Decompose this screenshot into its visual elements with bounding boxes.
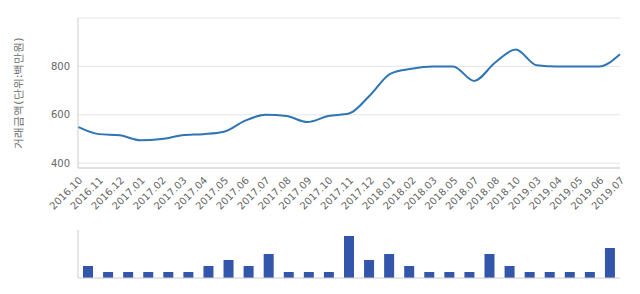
svg-text:2017.11: 2017.11 [318,174,356,212]
svg-text:800: 800 [51,61,70,72]
svg-text:2018.02: 2018.02 [380,174,418,212]
svg-text:2017.04: 2017.04 [172,174,210,212]
svg-text:2018.07: 2018.07 [443,174,481,212]
svg-text:2017.07: 2017.07 [235,174,273,212]
svg-text:400: 400 [51,158,70,169]
svg-text:2019.06: 2019.06 [568,174,606,212]
svg-text:2018.01: 2018.01 [360,174,398,212]
svg-text:2017.05: 2017.05 [193,174,231,212]
svg-text:거래금액(단위:백만원): 거래금액(단위:백만원) [12,37,25,148]
svg-text:2017.06: 2017.06 [214,174,252,212]
svg-text:2016.12: 2016.12 [89,174,127,212]
svg-text:600: 600 [51,109,70,120]
svg-text:2019.04: 2019.04 [526,174,564,212]
svg-text:2019.05: 2019.05 [547,174,585,212]
svg-text:2016.10: 2016.10 [47,174,85,212]
svg-text:2017.03: 2017.03 [151,174,189,212]
svg-text:2017.08: 2017.08 [255,174,293,212]
svg-text:2019.03: 2019.03 [506,174,544,212]
svg-text:2017.01: 2017.01 [109,174,147,212]
svg-text:2017.10: 2017.10 [297,174,335,212]
svg-text:2019.07: 2019.07 [589,175,626,212]
svg-text:2018.08: 2018.08 [464,174,502,212]
svg-text:2018.05: 2018.05 [422,174,460,212]
svg-text:2017.02: 2017.02 [130,174,168,212]
svg-text:2018.03: 2018.03 [401,174,439,212]
svg-text:2018.10: 2018.10 [485,174,523,212]
svg-text:2017.12: 2017.12 [339,174,377,212]
svg-text:2016.11: 2016.11 [68,174,106,212]
svg-text:2017.09: 2017.09 [276,174,314,212]
